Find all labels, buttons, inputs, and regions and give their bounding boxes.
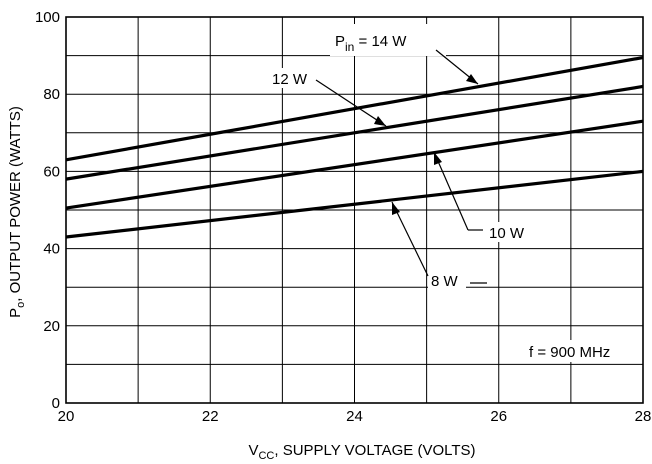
x-tick-label-22: 22 [202, 408, 219, 425]
pin-14w-arrowhead [466, 74, 478, 84]
x-tick-label-26: 26 [490, 408, 507, 425]
label-12w: 12 W [272, 71, 308, 88]
x-tick-label-24: 24 [346, 408, 363, 425]
label-8w-background [428, 270, 466, 290]
plot-frame [65, 16, 644, 404]
series-line-pin-14-w [65, 55, 644, 162]
series-line-12-w [65, 84, 644, 181]
y-tick-label-20: 20 [43, 318, 60, 335]
leader-10w-diagonal [433, 151, 469, 231]
pin-label-subscript: in [345, 40, 354, 54]
x-axis-title-main: V [248, 442, 258, 459]
label-10w-background [486, 222, 532, 242]
x-axis-title-subscript: CC [258, 450, 274, 462]
x-tick-label-20: 20 [58, 408, 75, 425]
label-10w: 10 W [489, 225, 525, 242]
pin-14w-label: Pin = 14 W [335, 33, 407, 54]
x-axis-title: VCC, SUPPLY VOLTAGE (VOLTS) [248, 442, 475, 462]
leader-8w-diagonal [391, 201, 429, 277]
leader-12w-line [315, 79, 387, 127]
grid [65, 16, 644, 404]
y-axis-title: Po, OUTPUT POWER (WATTS) [7, 106, 27, 318]
y-tick-label-40: 40 [43, 241, 60, 258]
leader-12w-arrowhead [374, 116, 386, 126]
x-axis-title-rest: , SUPPLY VOLTAGE (VOLTS) [274, 442, 475, 459]
label-12w-background [269, 68, 315, 88]
y-axis-title-rest: , OUTPUT POWER (WATTS) [7, 106, 24, 302]
pin-label-background [330, 24, 446, 56]
y-axis-title-main: P [7, 308, 24, 318]
label-8w: 8 W [431, 273, 459, 290]
pin-label-rest: = 14 W [354, 33, 407, 50]
pin-label-main: P [335, 33, 345, 50]
leader-8w-arrowhead [392, 202, 400, 215]
y-tick-label-60: 60 [43, 163, 60, 180]
series-line-10-w [65, 119, 644, 210]
leader-10w-arrowhead [434, 152, 442, 165]
annotations: Pin = 14 W 12 W 10 W 8 W f = 900 MHz [269, 24, 628, 362]
y-tick-label-100: 100 [35, 9, 60, 26]
series-lines [65, 55, 644, 239]
x-tick-label-28: 28 [635, 408, 652, 425]
frequency-note-background [524, 340, 628, 362]
series-line-8-w [65, 169, 644, 239]
y-tick-label-0: 0 [52, 395, 60, 412]
y-tick-label-80: 80 [43, 86, 60, 103]
frequency-note: f = 900 MHz [529, 344, 610, 361]
y-axis-title-subscript: o [15, 302, 27, 308]
